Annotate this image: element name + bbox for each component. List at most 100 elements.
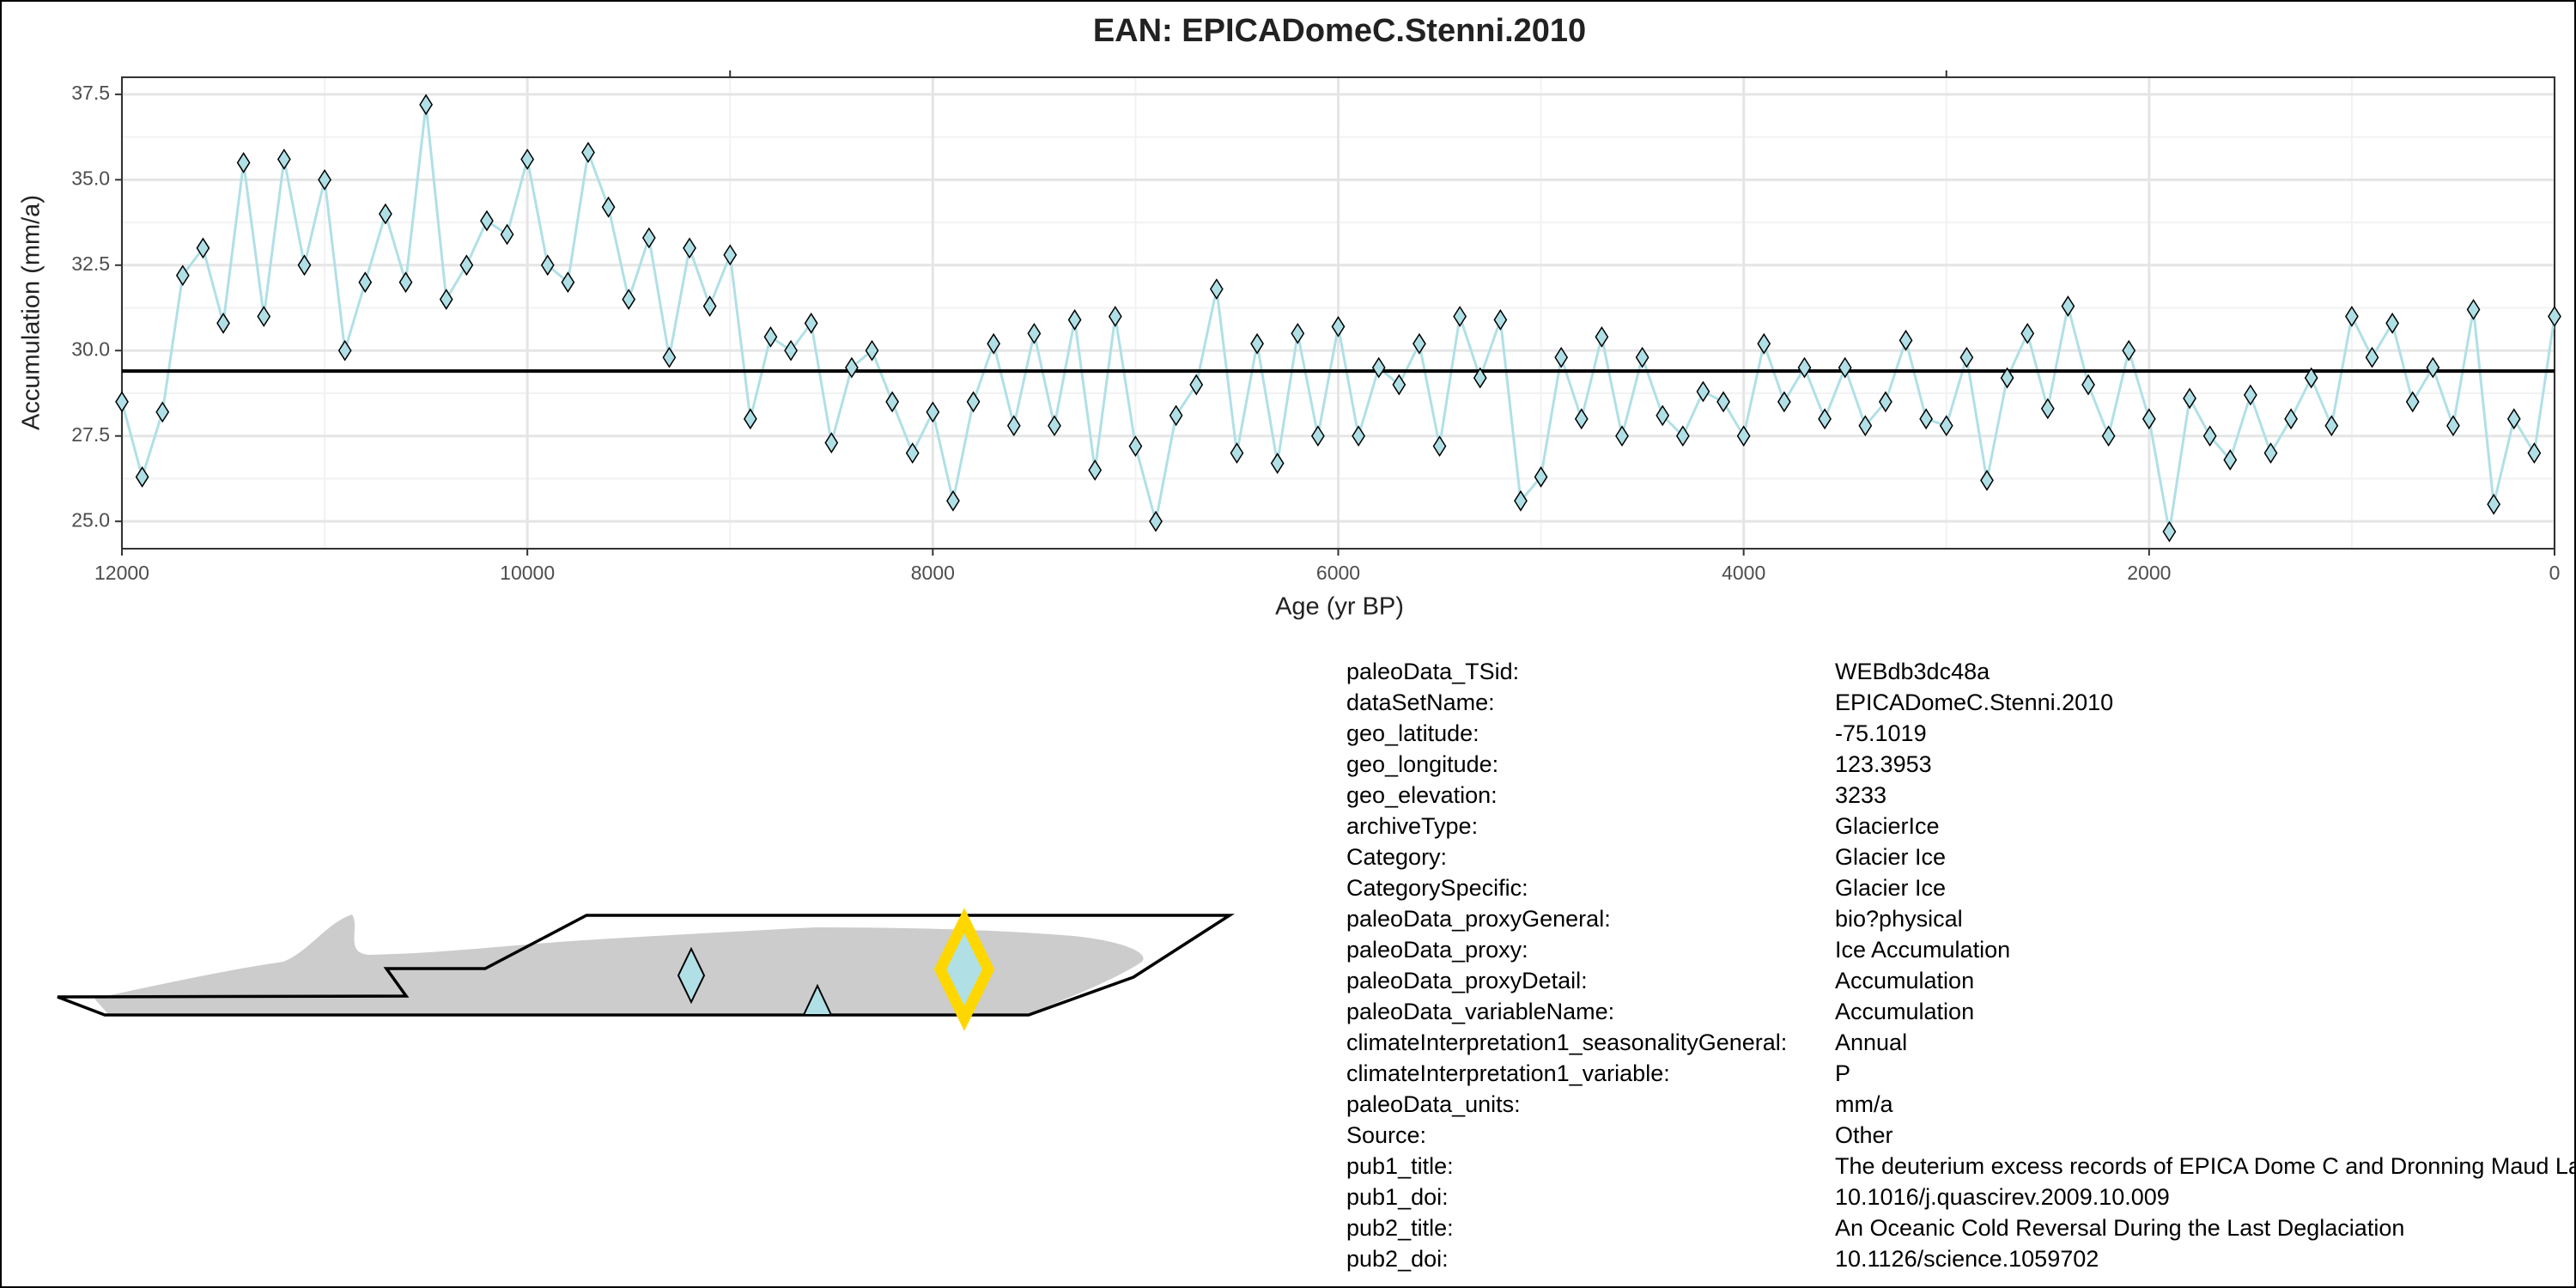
data-point — [1919, 408, 1934, 430]
data-point — [662, 346, 677, 368]
data-point — [439, 289, 453, 310]
metadata-key: climateInterpretation1_seasonalityGenera… — [1346, 1030, 1787, 1055]
data-point — [2548, 306, 2561, 327]
x-tick-label: 8000 — [911, 562, 955, 584]
data-point — [1027, 322, 1042, 344]
data-point — [1371, 356, 1386, 379]
data-point — [1858, 415, 1873, 437]
x-tick-label: 12000 — [94, 562, 149, 584]
data-point — [1534, 466, 1548, 488]
data-point — [1432, 435, 1447, 458]
data-point — [1189, 374, 1204, 396]
data-point — [480, 210, 494, 232]
metadata-value: mm/a — [1835, 1091, 1893, 1117]
data-point — [257, 306, 271, 327]
metadata-key: pub1_title: — [1346, 1153, 1454, 1179]
data-point — [115, 391, 129, 413]
data-point — [845, 356, 859, 379]
metadata-value: Other — [1835, 1122, 1893, 1148]
data-point — [2527, 442, 2542, 465]
data-point — [1067, 309, 1082, 331]
data-point — [926, 401, 940, 423]
y-tick-label: 27.5 — [71, 423, 110, 446]
data-point — [601, 196, 616, 218]
metadata-value: Glacier Ice — [1835, 844, 1946, 870]
data-point — [702, 295, 717, 317]
data-point — [804, 313, 818, 334]
data-point — [520, 149, 535, 170]
x-tick-label: 0 — [2549, 562, 2561, 584]
data-point — [2040, 398, 2055, 420]
data-point — [175, 264, 190, 287]
data-point — [2405, 391, 2420, 413]
metadata-key: paleoData_proxyDetail: — [1346, 968, 1588, 993]
data-point — [1291, 322, 1305, 344]
map — [57, 908, 1235, 1031]
data-point — [2223, 449, 2238, 471]
y-tick-label: 35.0 — [71, 167, 110, 189]
metadata-key: geo_elevation: — [1346, 782, 1498, 808]
data-point — [1696, 380, 1710, 403]
data-point — [1716, 391, 1730, 413]
metadata-value: The deuterium excess records of EPICA Do… — [1835, 1153, 2576, 1179]
data-point — [1757, 332, 1771, 355]
data-point — [1230, 442, 1244, 465]
data-point — [561, 271, 575, 294]
metadata-value: Glacier Ice — [1835, 875, 1946, 901]
metadata-value: EPICADomeC.Stenni.2010 — [1835, 690, 2113, 715]
data-point — [2345, 306, 2359, 327]
data-point — [1453, 306, 1467, 327]
data-point — [216, 313, 230, 334]
metadata-key: paleoData_proxy: — [1346, 937, 1528, 963]
site-marker — [677, 946, 706, 1005]
data-point — [1149, 510, 1163, 532]
x-tick-label: 10000 — [500, 562, 555, 584]
data-point — [763, 325, 778, 348]
data-point — [419, 94, 434, 116]
data-point — [1311, 425, 1325, 447]
data-point — [2365, 346, 2379, 368]
site-marker — [802, 983, 833, 1016]
data-point — [905, 442, 920, 465]
data-point — [276, 149, 291, 170]
y-tick-label: 30.0 — [71, 337, 110, 360]
data-point — [196, 237, 210, 259]
data-point — [987, 332, 1001, 355]
data-point — [1777, 391, 1791, 413]
data-point — [1736, 425, 1751, 447]
x-tick-label: 6000 — [1316, 562, 1360, 584]
data-point — [379, 203, 392, 225]
data-point — [2101, 425, 2116, 447]
data-point — [2202, 425, 2217, 447]
data-point — [318, 168, 331, 191]
data-point — [1980, 470, 1994, 491]
data-point — [1879, 391, 1893, 413]
data-point — [2162, 520, 2177, 543]
metadata-value: Annual — [1835, 1030, 1907, 1055]
data-point — [2446, 415, 2460, 437]
data-point — [2385, 313, 2400, 334]
data-point — [1554, 346, 1569, 368]
metadata-key: pub1_doi: — [1346, 1184, 1449, 1210]
data-point — [1169, 404, 1183, 427]
metadata-key: CategorySpecific: — [1346, 875, 1528, 901]
data-point — [581, 142, 595, 163]
data-point — [2122, 339, 2136, 361]
data-point — [1675, 425, 1690, 447]
data-point — [2506, 408, 2521, 430]
metadata-value: 123.3953 — [1835, 751, 1932, 777]
x-tick-label: 2000 — [2127, 562, 2171, 584]
data-point — [723, 244, 738, 266]
data-point — [1939, 415, 1953, 437]
site-highlight — [933, 908, 995, 1031]
y-axis-label: Accumulation (mm/a) — [18, 195, 46, 430]
data-point — [1250, 332, 1264, 355]
data-point — [500, 223, 514, 246]
data-point — [1473, 367, 1487, 389]
data-point — [1493, 309, 1508, 331]
data-point — [784, 339, 798, 361]
data-point — [2000, 367, 2014, 389]
data-point — [2020, 322, 2035, 344]
y-tick-label: 25.0 — [71, 508, 110, 531]
